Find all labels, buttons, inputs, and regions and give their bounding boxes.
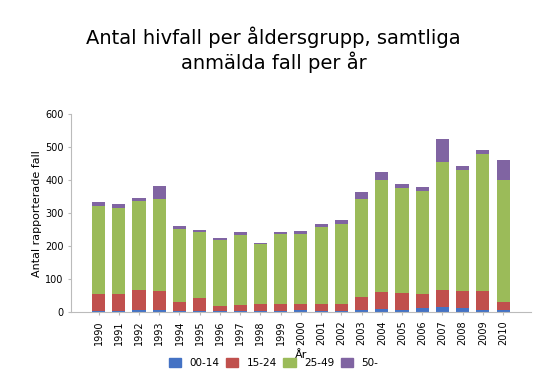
Bar <box>375 180 388 292</box>
Bar <box>132 310 146 312</box>
Bar <box>92 206 105 294</box>
Bar <box>335 304 348 311</box>
Bar <box>294 231 307 234</box>
Bar <box>153 310 166 312</box>
Bar <box>254 243 267 244</box>
Bar <box>213 311 226 312</box>
Bar <box>375 292 388 309</box>
Bar <box>315 227 328 304</box>
Bar <box>416 187 429 190</box>
Bar <box>173 311 186 312</box>
Bar <box>416 309 429 312</box>
Bar <box>436 139 449 162</box>
Bar <box>497 180 510 301</box>
Bar <box>213 240 226 306</box>
Bar <box>416 190 429 294</box>
Bar <box>153 291 166 310</box>
Bar <box>112 294 125 311</box>
Bar <box>274 232 287 234</box>
Bar <box>234 311 247 312</box>
Bar <box>234 305 247 311</box>
Bar <box>497 311 510 312</box>
Bar <box>193 230 206 232</box>
Bar <box>193 298 206 311</box>
X-axis label: År: År <box>295 351 307 360</box>
Bar <box>112 205 125 208</box>
Bar <box>395 310 409 312</box>
Bar <box>92 294 105 311</box>
Bar <box>173 229 186 302</box>
Bar <box>476 310 490 312</box>
Bar <box>497 160 510 180</box>
Text: Antal hivfall per åldersgrupp, samtliga
anmälda fall per år: Antal hivfall per åldersgrupp, samtliga … <box>86 27 461 73</box>
Bar <box>355 199 368 297</box>
Bar <box>456 166 469 170</box>
Bar <box>153 186 166 199</box>
Bar <box>193 311 206 312</box>
Bar <box>173 226 186 229</box>
Bar <box>132 202 146 290</box>
Bar <box>355 297 368 310</box>
Bar <box>112 311 125 312</box>
Bar <box>92 202 105 206</box>
Bar <box>213 238 226 240</box>
Bar <box>132 197 146 202</box>
Bar <box>456 291 469 309</box>
Bar <box>436 307 449 312</box>
Bar <box>375 309 388 312</box>
Bar <box>335 311 348 312</box>
Bar <box>294 304 307 311</box>
Bar <box>112 208 125 294</box>
Bar <box>254 304 267 311</box>
Bar <box>355 192 368 199</box>
Bar <box>335 224 348 304</box>
Bar <box>456 170 469 291</box>
Bar <box>395 187 409 293</box>
Bar <box>395 293 409 310</box>
Bar <box>456 309 469 312</box>
Y-axis label: Antal rapporterade fall: Antal rapporterade fall <box>32 150 42 277</box>
Bar <box>294 234 307 304</box>
Bar <box>254 244 267 304</box>
Bar <box>395 184 409 187</box>
Bar <box>476 291 490 310</box>
Bar <box>254 311 267 312</box>
Bar <box>355 310 368 312</box>
Bar <box>315 311 328 312</box>
Bar <box>497 301 510 311</box>
Bar <box>315 224 328 227</box>
Bar <box>274 311 287 312</box>
Bar <box>375 172 388 180</box>
Bar <box>335 220 348 224</box>
Bar <box>213 306 226 311</box>
Bar <box>234 232 247 235</box>
Bar <box>92 311 105 312</box>
Bar <box>234 235 247 305</box>
Bar <box>274 234 287 304</box>
Bar <box>476 150 490 154</box>
Bar <box>436 290 449 307</box>
Bar <box>173 302 186 311</box>
Bar <box>416 294 429 309</box>
Bar <box>274 304 287 311</box>
Legend: 00-14, 15-24, 25-49, 50-: 00-14, 15-24, 25-49, 50- <box>165 354 382 372</box>
Bar <box>294 311 307 312</box>
Bar <box>193 232 206 298</box>
Bar <box>436 162 449 290</box>
Bar <box>315 304 328 311</box>
Bar <box>476 154 490 291</box>
Bar <box>153 199 166 291</box>
Bar <box>132 290 146 310</box>
